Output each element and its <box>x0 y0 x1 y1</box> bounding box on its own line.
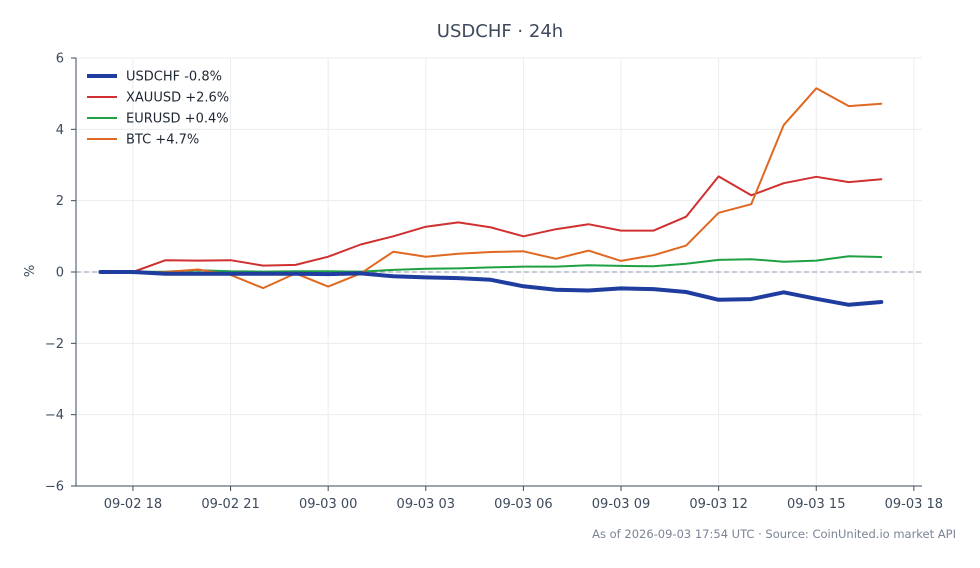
y-tick-label: −2 <box>45 337 64 352</box>
x-tick-label: 09-03 12 <box>689 497 747 512</box>
x-tick-label: 09-03 03 <box>397 497 455 512</box>
x-tick-label: 09-02 21 <box>201 497 259 512</box>
y-tick-label: 2 <box>56 194 64 209</box>
y-tick-label: −6 <box>45 480 64 495</box>
source-footer: As of 2026-09-03 17:54 UTC · Source: Coi… <box>592 527 956 541</box>
x-tick-label: 09-03 15 <box>787 497 845 512</box>
series-line-2 <box>99 175 883 273</box>
legend-label: EURUSD +0.4% <box>126 112 229 127</box>
legend-label: BTC +4.7% <box>126 133 199 148</box>
series-line-1 <box>98 270 884 307</box>
axes: −6 −4 −2 0 2 4 6 09-02 18 09-02 21 09-03 00 09-03 … <box>45 52 943 513</box>
x-tick-label: 09-03 06 <box>494 497 552 512</box>
legend: USDCHF -0.8% XAUUSD +2.6% EURUSD +0.4% BTC … <box>87 70 229 148</box>
series-line-3 <box>99 255 883 273</box>
y-tick-label: −4 <box>45 408 64 423</box>
x-tick-label: 09-03 00 <box>299 497 357 512</box>
x-tick-label: 09-02 18 <box>104 497 162 512</box>
legend-label: XAUUSD +2.6% <box>126 91 229 106</box>
x-tick-label: 09-03 09 <box>592 497 650 512</box>
y-tick-label: 4 <box>56 123 64 138</box>
y-axis-label: % <box>23 265 38 277</box>
y-tick-label: 0 <box>56 266 64 281</box>
chart-title: USDCHF · 24h <box>437 21 563 42</box>
legend-label: USDCHF -0.8% <box>126 70 222 85</box>
x-tick-label: 09-03 18 <box>885 497 943 512</box>
y-tick-label: 6 <box>56 52 64 67</box>
series-lines <box>98 87 884 307</box>
